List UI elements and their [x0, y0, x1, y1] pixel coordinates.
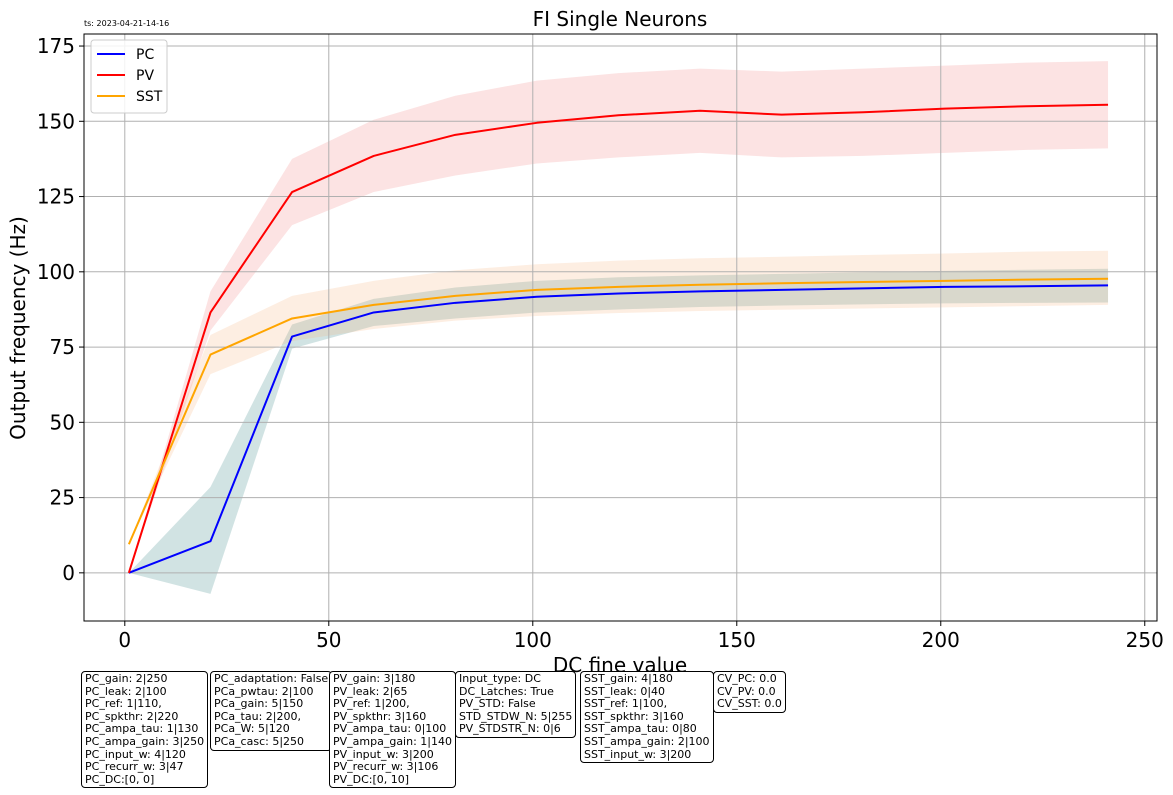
x-tick-label: 200 [922, 628, 960, 652]
band-pc [128, 268, 1109, 594]
y-tick-label: 150 [37, 109, 75, 133]
timestamp-label: ts: 2023-04-21-14-16 [84, 19, 170, 28]
series-lines [127, 103, 1109, 574]
parameter-box: Input_type: DC DC_Latches: True PV_STD: … [455, 671, 577, 738]
x-tick-label: 250 [1126, 628, 1164, 652]
plot-frame [83, 33, 1158, 622]
y-tick-label: 75 [50, 335, 75, 359]
y-tick-label: 175 [37, 34, 75, 58]
y-tick-label: 50 [50, 410, 75, 434]
parameter-box: PC_adaptation: False PCa_pwtau: 2|100 PC… [210, 671, 333, 751]
y-axis-ticks: 0 25 50 75 100 125 150 175 [37, 34, 84, 585]
x-tick-label: 100 [514, 628, 552, 652]
series-line-pc [128, 284, 1109, 574]
legend-frame [90, 39, 168, 114]
x-tick-label: 0 [118, 628, 131, 652]
confidence-bands [128, 61, 1109, 594]
y-axis-label: Output frequency (Hz) [6, 216, 30, 440]
legend-label-sst: SST [136, 89, 163, 105]
band-pv [128, 61, 1109, 573]
y-tick-label: 125 [37, 185, 75, 209]
parameter-box: SST_gain: 4|180 SST_leak: 0|40 SST_ref: … [580, 671, 714, 764]
y-tick-label: 25 [50, 486, 75, 510]
legend-label-pv: PV [136, 68, 154, 84]
series-line-sst [127, 277, 1109, 545]
y-tick-label: 0 [62, 561, 75, 585]
parameter-box: CV_PC: 0.0 CV_PV: 0.0 CV_SST: 0.0 [713, 671, 786, 713]
legend-label-pc: PC [136, 47, 154, 63]
x-axis-ticks: 0 50 100 150 200 250 [118, 621, 1164, 652]
grid-lines [84, 34, 1157, 621]
legend: PC PV SST [90, 39, 168, 114]
parameter-box: PV_gain: 3|180 PV_leak: 2|65 PV_ref: 1|2… [329, 671, 456, 789]
series-line-pv [127, 103, 1109, 574]
parameter-box: PC_gain: 2|250 PC_leak: 2|100 PC_ref: 1|… [81, 671, 209, 789]
chart-title: FI Single Neurons [533, 7, 708, 31]
x-tick-label: 150 [718, 628, 756, 652]
y-tick-label: 100 [37, 260, 75, 284]
band-sst [128, 250, 1109, 545]
x-tick-label: 50 [316, 628, 341, 652]
